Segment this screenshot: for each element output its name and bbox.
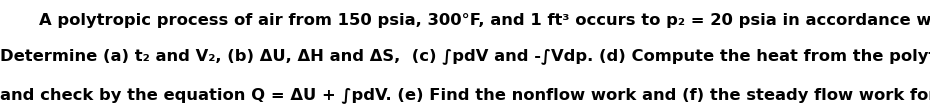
Text: A polytropic process of air from 150 psia, 300°F, and 1 ft³ occurs to p₂ = 20 ps: A polytropic process of air from 150 psi… <box>39 13 930 28</box>
Text: and check by the equation Q = ΔU + ∫pdV. (e) Find the nonflow work and (f) the s: and check by the equation Q = ΔU + ∫pdV.… <box>0 86 930 102</box>
Text: Determine (a) t₂ and V₂, (b) ΔU, ΔH and ΔS,  (c) ∫pdV and -∫Vdp. (d) Compute the: Determine (a) t₂ and V₂, (b) ΔU, ΔH and … <box>0 48 930 64</box>
